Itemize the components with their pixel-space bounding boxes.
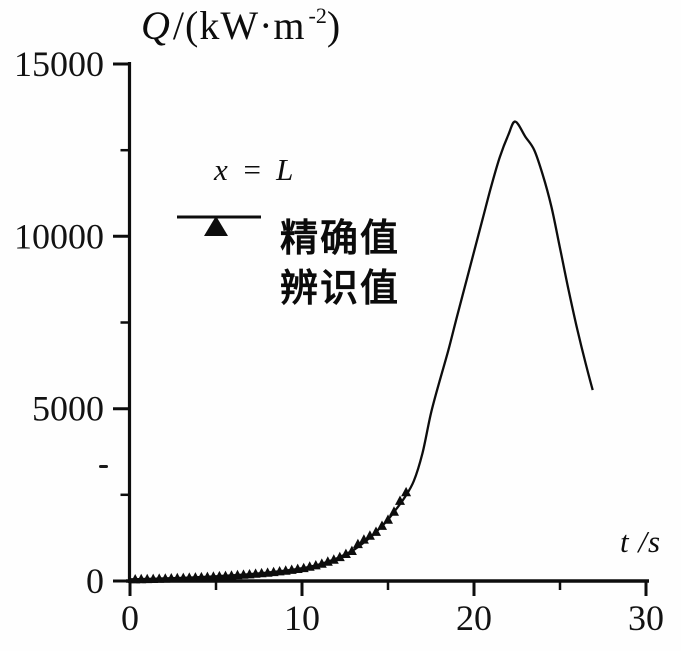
identified-value-marker xyxy=(383,514,393,524)
identified-value-marker xyxy=(401,486,412,497)
legend-label-exact: 精确值 xyxy=(280,218,401,260)
identified-value-marker xyxy=(340,548,351,558)
y-tick-label: 15000 xyxy=(14,44,104,84)
y-axis-unit-exponent: -2 xyxy=(308,3,327,28)
legend: 精确值 辨识值 xyxy=(176,214,400,314)
y-axis-symbol: Q xyxy=(141,3,171,48)
x-tick-label: 0 xyxy=(121,598,139,638)
y-axis-unit-close: ) xyxy=(326,3,342,48)
y-tick-label: 10000 xyxy=(14,216,104,256)
legend-triangle-icon xyxy=(204,216,228,236)
x-axis-title: t /s xyxy=(620,524,661,560)
annotation-x-equals-L: x = L xyxy=(214,152,297,187)
exact-value-curve xyxy=(129,120,594,581)
identified-value-marker xyxy=(334,551,345,562)
identified-value-marker xyxy=(371,526,381,536)
x-axis-symbol: t xyxy=(620,524,630,559)
identified-value-marker xyxy=(377,520,387,530)
y-tick-label: 0 xyxy=(86,561,104,601)
x-tick-label: 30 xyxy=(628,598,664,638)
identified-value-marker xyxy=(328,554,339,564)
x-tick-label: 20 xyxy=(456,598,492,638)
legend-label-identified: 辨识值 xyxy=(280,268,401,310)
legend-line-icon xyxy=(177,215,261,219)
identified-value-marker xyxy=(364,530,375,540)
y-tick-label: 5000 xyxy=(32,389,104,429)
identified-value-marker xyxy=(352,538,363,549)
identified-value-marker xyxy=(358,534,369,544)
identified-value-marker xyxy=(395,495,405,505)
x-axis-unit: /s xyxy=(629,524,662,559)
legend-entry-identified: 辨识值 xyxy=(176,216,401,314)
x-tick-label: 10 xyxy=(284,598,320,638)
identified-value-marker xyxy=(346,545,357,555)
y-axis-unit: /(kW·m xyxy=(172,3,306,48)
scan-speck xyxy=(99,465,108,468)
legend-entry-exact: 精确值 xyxy=(176,214,400,264)
y-axis-title: Q/(kW·m -2) xyxy=(141,3,342,48)
identified-value-marker xyxy=(389,506,399,516)
